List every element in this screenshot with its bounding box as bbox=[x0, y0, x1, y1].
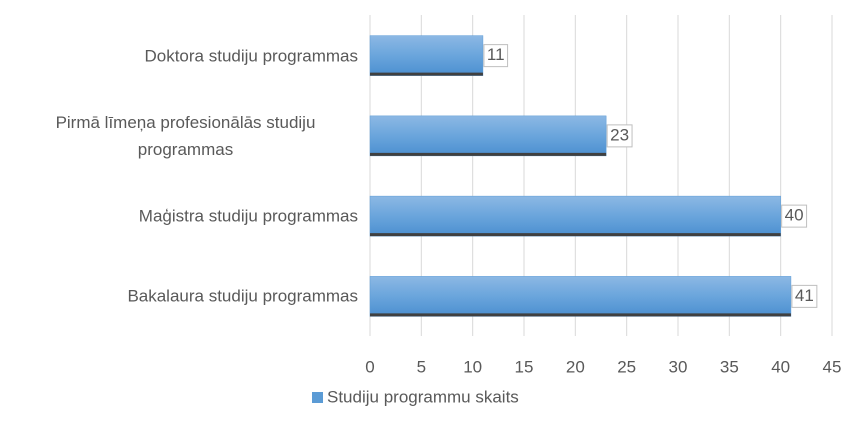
x-tick-label: 10 bbox=[463, 357, 482, 376]
bar-shadow bbox=[370, 233, 781, 237]
bar-shadow bbox=[370, 152, 607, 156]
data-label-box bbox=[781, 204, 808, 228]
bar-shadow bbox=[370, 313, 791, 317]
data-label-box bbox=[483, 44, 509, 68]
bar-shadow bbox=[370, 72, 483, 76]
data-label: 41 bbox=[795, 286, 814, 305]
x-tick-label: 15 bbox=[515, 357, 534, 376]
x-tick-label: 5 bbox=[417, 357, 426, 376]
category-label: Doktora studiju programmas bbox=[144, 46, 358, 66]
bar bbox=[369, 115, 607, 157]
data-label: 11 bbox=[487, 45, 505, 64]
bar bbox=[369, 276, 792, 317]
category-label: Maģistra studiju programmas bbox=[138, 206, 358, 226]
bar bbox=[369, 35, 484, 76]
x-tick-label: 20 bbox=[566, 357, 585, 376]
x-tick-label: 30 bbox=[669, 357, 688, 376]
x-tick-label: 40 bbox=[771, 357, 790, 376]
x-tick-label: 0 bbox=[365, 357, 374, 376]
bar bbox=[369, 195, 781, 237]
x-tick-label: 45 bbox=[823, 357, 842, 376]
data-label-box bbox=[791, 284, 818, 308]
legend-label: Studiju programmu skaits bbox=[327, 387, 519, 406]
data-label-box bbox=[606, 124, 633, 148]
x-tick-label: 25 bbox=[617, 357, 636, 376]
legend-swatch bbox=[312, 392, 323, 403]
category-label: Bakalaura studiju programmas bbox=[127, 286, 358, 306]
category-label: Pirmā līmeņa profesionālās studiju progr… bbox=[55, 112, 316, 159]
data-label: 40 bbox=[785, 206, 804, 225]
x-tick-label: 35 bbox=[720, 357, 739, 376]
data-label: 23 bbox=[610, 125, 629, 144]
